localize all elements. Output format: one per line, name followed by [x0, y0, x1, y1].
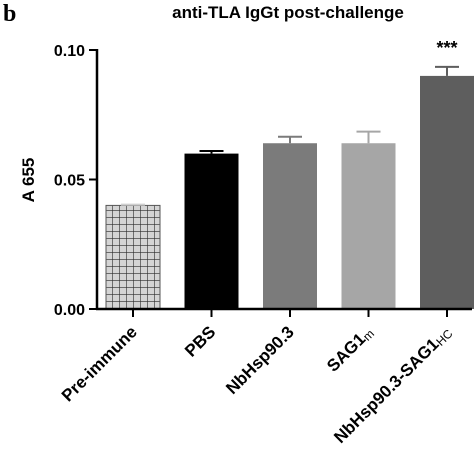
panel-letter: b [3, 1, 16, 27]
y-tick-label: 0.10 [54, 43, 85, 60]
bar-2 [263, 143, 317, 309]
x-tick-label: SAG1m [323, 322, 377, 376]
x-tick-label-main: PBS [181, 322, 219, 360]
x-tick-label: PBS [181, 322, 219, 360]
bars-layer [105, 75, 474, 310]
bar-4 [420, 75, 474, 310]
bar-3 [341, 143, 396, 309]
annotations-layer: *** [436, 38, 457, 58]
x-tick-label-main: Pre-immune [58, 322, 141, 405]
bar-0 [105, 204, 161, 310]
y-axis-label: A 655 [19, 158, 38, 203]
significance-annotation: *** [436, 38, 457, 58]
y-tick-label: 0.05 [54, 173, 85, 190]
axes-layer [89, 49, 472, 317]
x-tick-label: NbHsp90.3 [222, 322, 298, 398]
x-tick-label-main: NbHsp90.3 [222, 322, 298, 398]
error-bars-layer [121, 65, 459, 206]
x-tick-label: Pre-immune [58, 322, 141, 405]
chart-title: anti-TLA IgGt post-challenge [172, 3, 404, 22]
y-tick-label: 0.00 [54, 302, 85, 319]
bar-1 [184, 153, 239, 309]
